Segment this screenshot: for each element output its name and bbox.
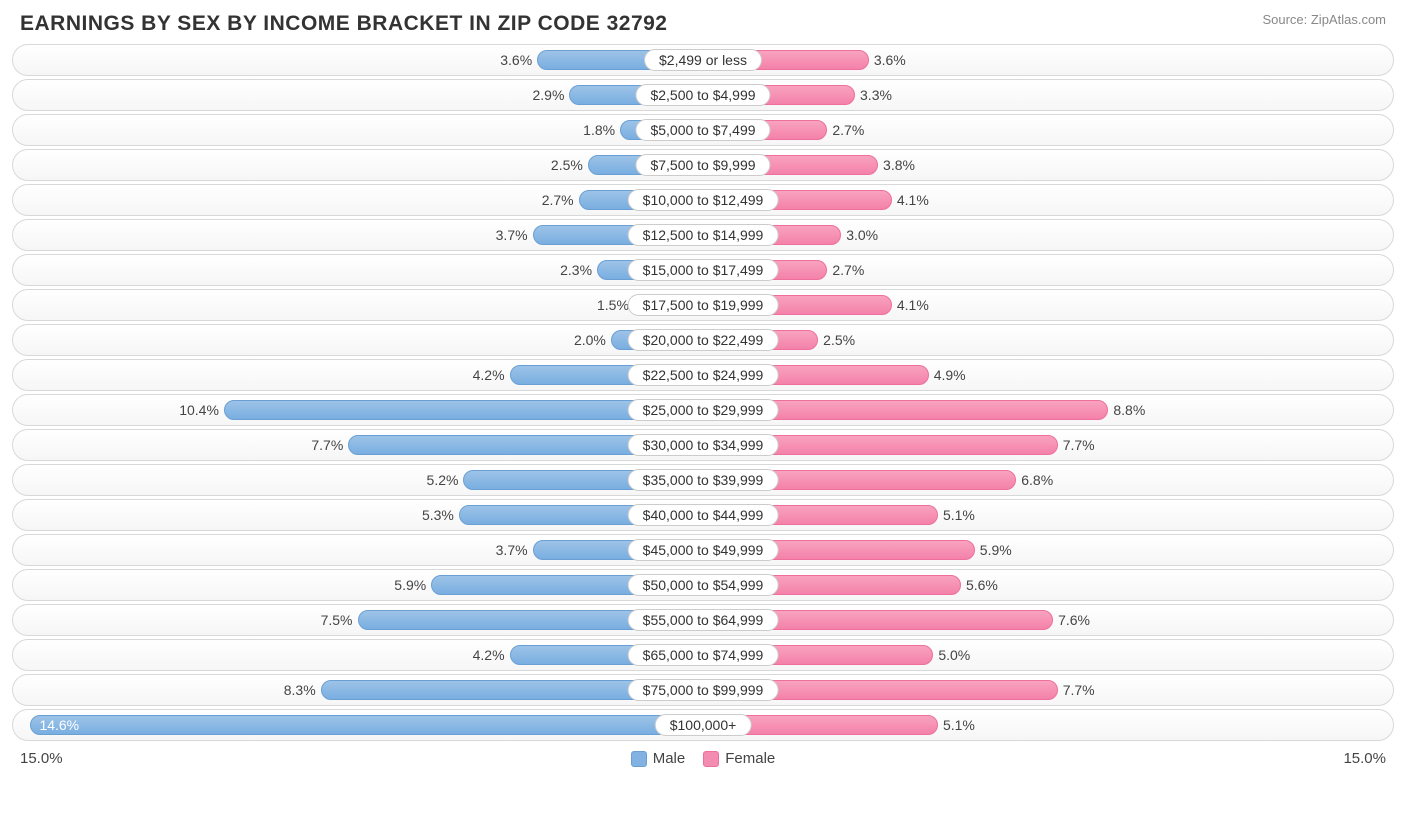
chart-row: 14.6% 5.1% $100,000+ bbox=[12, 709, 1394, 741]
chart-row: 4.2% 5.0% $65,000 to $74,999 bbox=[12, 639, 1394, 671]
category-label: $100,000+ bbox=[655, 714, 752, 736]
chart-row: 10.4% 8.8% $25,000 to $29,999 bbox=[12, 394, 1394, 426]
chart-row: 5.3% 5.1% $40,000 to $44,999 bbox=[12, 499, 1394, 531]
male-value-label: 7.7% bbox=[311, 437, 349, 453]
chart-row: 1.5%4.1%$17,500 to $19,999 bbox=[12, 289, 1394, 321]
chart-row: 7.5% 7.6% $55,000 to $64,999 bbox=[12, 604, 1394, 636]
male-value-label: 10.4% bbox=[179, 402, 225, 418]
category-label: $75,000 to $99,999 bbox=[628, 679, 779, 701]
female-value-label: 5.9% bbox=[974, 542, 1012, 558]
female-value-label: 3.8% bbox=[877, 157, 915, 173]
chart-row: 2.7% 4.1% $10,000 to $12,499 bbox=[12, 184, 1394, 216]
female-value-label: 5.0% bbox=[932, 647, 970, 663]
chart-row: 4.2% 4.9% $22,500 to $24,999 bbox=[12, 359, 1394, 391]
male-value-label: 7.5% bbox=[321, 612, 359, 628]
chart-source: Source: ZipAtlas.com bbox=[1262, 12, 1386, 27]
category-label: $22,500 to $24,999 bbox=[628, 364, 779, 386]
female-swatch-icon bbox=[703, 751, 719, 767]
female-value-label: 2.7% bbox=[826, 122, 864, 138]
male-value-label: 1.8% bbox=[583, 122, 621, 138]
category-label: $5,000 to $7,499 bbox=[635, 119, 770, 141]
female-value-label: 5.1% bbox=[937, 717, 975, 733]
chart-row: 2.3% 2.7% $15,000 to $17,499 bbox=[12, 254, 1394, 286]
category-label: $25,000 to $29,999 bbox=[628, 399, 779, 421]
male-value-label: 3.6% bbox=[500, 52, 538, 68]
chart-row: 5.2% 6.8% $35,000 to $39,999 bbox=[12, 464, 1394, 496]
category-label: $30,000 to $34,999 bbox=[628, 434, 779, 456]
male-value-label: 2.7% bbox=[542, 192, 580, 208]
chart-title: EARNINGS BY SEX BY INCOME BRACKET IN ZIP… bbox=[20, 12, 667, 36]
category-label: $2,500 to $4,999 bbox=[635, 84, 770, 106]
category-label: $10,000 to $12,499 bbox=[628, 189, 779, 211]
male-value-label: 2.0% bbox=[574, 332, 612, 348]
chart-row: 7.7% 7.7% $30,000 to $34,999 bbox=[12, 429, 1394, 461]
male-value-label: 5.3% bbox=[422, 507, 460, 523]
category-label: $15,000 to $17,499 bbox=[628, 259, 779, 281]
chart-row: 2.0% 2.5% $20,000 to $22,499 bbox=[12, 324, 1394, 356]
male-value-label: 14.6% bbox=[39, 717, 79, 733]
male-value-label: 5.2% bbox=[427, 472, 465, 488]
category-label: $7,500 to $9,999 bbox=[635, 154, 770, 176]
chart-row: 1.8% 2.7% $5,000 to $7,499 bbox=[12, 114, 1394, 146]
male-value-label: 4.2% bbox=[473, 647, 511, 663]
category-label: $65,000 to $74,999 bbox=[628, 644, 779, 666]
chart-footer: 15.0% Male Female 15.0% bbox=[0, 744, 1406, 767]
category-label: $55,000 to $64,999 bbox=[628, 609, 779, 631]
chart-row: 5.9% 5.6% $50,000 to $54,999 bbox=[12, 569, 1394, 601]
male-value-label: 2.5% bbox=[551, 157, 589, 173]
category-label: $40,000 to $44,999 bbox=[628, 504, 779, 526]
category-label: $20,000 to $22,499 bbox=[628, 329, 779, 351]
category-label: $17,500 to $19,999 bbox=[628, 294, 779, 316]
female-value-label: 7.7% bbox=[1057, 437, 1095, 453]
male-value-label: 2.3% bbox=[560, 262, 598, 278]
male-value-label: 4.2% bbox=[473, 367, 511, 383]
category-label: $45,000 to $49,999 bbox=[628, 539, 779, 561]
axis-left-max: 15.0% bbox=[20, 750, 63, 767]
chart-row: 3.7% 3.0% $12,500 to $14,999 bbox=[12, 219, 1394, 251]
female-value-label: 3.0% bbox=[840, 227, 878, 243]
chart-row: 2.9% 3.3% $2,500 to $4,999 bbox=[12, 79, 1394, 111]
category-label: $35,000 to $39,999 bbox=[628, 469, 779, 491]
legend-item-female: Female bbox=[703, 750, 775, 767]
male-value-label: 2.9% bbox=[533, 87, 571, 103]
female-value-label: 3.3% bbox=[854, 87, 892, 103]
legend-item-male: Male bbox=[631, 750, 686, 767]
female-value-label: 5.6% bbox=[960, 577, 998, 593]
chart-area: 3.6% 3.6% $2,499 or less 2.9% 3.3% $2,500 to … bbox=[0, 44, 1406, 741]
legend: Male Female bbox=[631, 750, 776, 767]
female-value-label: 7.6% bbox=[1052, 612, 1090, 628]
category-label: $2,499 or less bbox=[644, 49, 762, 71]
male-value-label: 8.3% bbox=[284, 682, 322, 698]
female-value-label: 4.1% bbox=[891, 297, 929, 313]
female-value-label: 3.6% bbox=[868, 52, 906, 68]
chart-row: 3.6% 3.6% $2,499 or less bbox=[12, 44, 1394, 76]
female-value-label: 8.8% bbox=[1107, 402, 1145, 418]
male-value-label: 3.7% bbox=[496, 542, 534, 558]
female-value-label: 6.8% bbox=[1015, 472, 1053, 488]
chart-header: EARNINGS BY SEX BY INCOME BRACKET IN ZIP… bbox=[0, 0, 1406, 44]
female-value-label: 4.9% bbox=[928, 367, 966, 383]
male-bar: 14.6% bbox=[30, 715, 703, 735]
female-value-label: 2.5% bbox=[817, 332, 855, 348]
legend-male-label: Male bbox=[653, 750, 686, 767]
female-value-label: 5.1% bbox=[937, 507, 975, 523]
chart-row: 8.3% 7.7% $75,000 to $99,999 bbox=[12, 674, 1394, 706]
female-value-label: 4.1% bbox=[891, 192, 929, 208]
chart-row: 3.7% 5.9% $45,000 to $49,999 bbox=[12, 534, 1394, 566]
male-value-label: 5.9% bbox=[394, 577, 432, 593]
male-value-label: 3.7% bbox=[496, 227, 534, 243]
male-swatch-icon bbox=[631, 751, 647, 767]
legend-female-label: Female bbox=[725, 750, 775, 767]
category-label: $12,500 to $14,999 bbox=[628, 224, 779, 246]
female-value-label: 7.7% bbox=[1057, 682, 1095, 698]
chart-row: 2.5% 3.8% $7,500 to $9,999 bbox=[12, 149, 1394, 181]
female-value-label: 2.7% bbox=[826, 262, 864, 278]
category-label: $50,000 to $54,999 bbox=[628, 574, 779, 596]
axis-right-max: 15.0% bbox=[1343, 750, 1386, 767]
